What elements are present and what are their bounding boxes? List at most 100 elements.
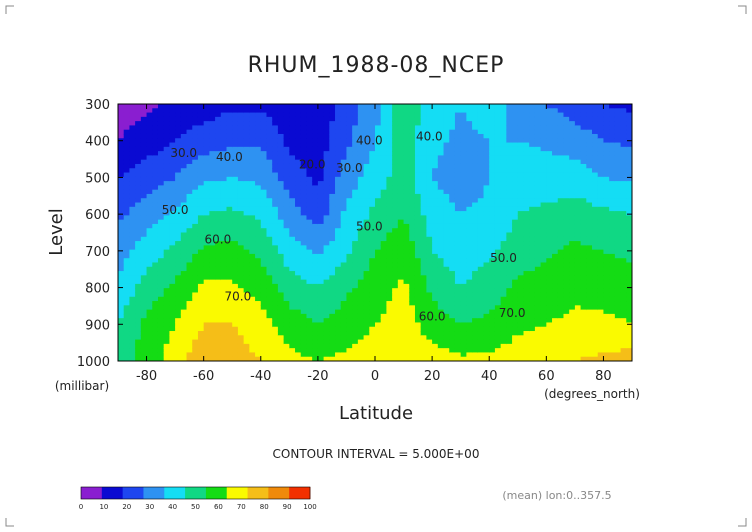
contour-cell bbox=[157, 112, 165, 118]
contour-cell bbox=[540, 348, 547, 354]
contour-cell bbox=[426, 305, 433, 311]
contour-cell bbox=[163, 236, 170, 242]
contour-cell bbox=[449, 112, 456, 118]
contour-cell bbox=[426, 116, 433, 122]
contour-cell bbox=[557, 253, 565, 259]
contour-cell bbox=[375, 318, 382, 324]
contour-cell bbox=[266, 112, 273, 118]
contour-cell bbox=[272, 181, 279, 186]
contour-cell bbox=[118, 223, 125, 229]
contour-cell bbox=[192, 215, 199, 221]
contour-cell bbox=[409, 309, 416, 315]
contour-cell bbox=[414, 266, 422, 272]
contour-cell bbox=[232, 202, 239, 208]
contour-cell bbox=[586, 155, 593, 161]
contour-cell bbox=[574, 168, 582, 174]
contour-cell bbox=[552, 138, 559, 144]
contour-cell bbox=[414, 163, 422, 169]
contour-cell bbox=[237, 283, 245, 289]
contour-cell bbox=[169, 262, 176, 268]
contour-cell bbox=[323, 198, 330, 204]
contour-cell bbox=[118, 176, 125, 182]
contour-cell bbox=[340, 176, 348, 182]
contour-cell bbox=[363, 223, 370, 229]
contour-cell bbox=[414, 108, 422, 114]
contour-cell bbox=[323, 151, 330, 156]
contour-cell bbox=[454, 283, 462, 289]
contour-cell bbox=[283, 313, 290, 319]
contour-cell bbox=[494, 108, 502, 114]
contour-cell bbox=[454, 125, 462, 131]
contour-cell bbox=[432, 305, 439, 311]
contour-cell bbox=[283, 326, 290, 332]
contour-cell bbox=[443, 151, 450, 156]
contour-cell bbox=[552, 211, 559, 216]
contour-cell bbox=[369, 283, 376, 289]
contour-cell bbox=[426, 198, 433, 204]
contour-cell bbox=[146, 301, 153, 306]
contour-cell bbox=[357, 288, 365, 294]
contour-cell bbox=[237, 159, 245, 165]
contour-cell bbox=[255, 193, 262, 199]
contour-cell bbox=[249, 202, 256, 208]
contour-cell bbox=[540, 172, 547, 178]
contour-cell bbox=[152, 189, 159, 195]
contour-cell bbox=[569, 262, 576, 268]
contour-cell bbox=[460, 352, 467, 358]
contour-cell bbox=[397, 206, 405, 212]
contour-cell bbox=[517, 219, 525, 225]
contour-cell bbox=[454, 172, 462, 178]
contour-cell bbox=[409, 142, 416, 148]
contour-cell bbox=[118, 271, 125, 276]
contour-cell bbox=[220, 125, 228, 131]
contour-cell bbox=[569, 356, 576, 361]
contour-cell bbox=[118, 236, 125, 242]
contour-cell bbox=[260, 181, 268, 186]
contour-cell bbox=[335, 125, 342, 131]
contour-cell bbox=[500, 176, 507, 182]
contour-cell bbox=[563, 249, 570, 255]
contour-cell bbox=[380, 146, 388, 152]
contour-cell bbox=[255, 266, 262, 272]
contour-cell bbox=[272, 151, 279, 156]
contour-cell bbox=[580, 335, 587, 341]
contour-cell bbox=[483, 348, 490, 354]
contour-cell bbox=[197, 215, 205, 221]
contour-cell bbox=[135, 339, 142, 345]
contour-cell bbox=[209, 112, 216, 118]
contour-cell bbox=[529, 339, 536, 345]
contour-cell bbox=[163, 339, 170, 345]
contour-cell bbox=[283, 343, 290, 349]
contour-cell bbox=[494, 193, 502, 199]
contour-cell bbox=[272, 108, 279, 114]
contour-cell bbox=[243, 121, 250, 127]
contour-cell bbox=[203, 266, 210, 272]
contour-cell bbox=[272, 249, 279, 255]
contour-cell bbox=[489, 198, 496, 204]
contour-cell bbox=[260, 151, 268, 156]
contour-cell bbox=[489, 331, 496, 336]
contour-cell bbox=[557, 283, 565, 289]
contour-cell bbox=[369, 275, 376, 281]
contour-cell bbox=[517, 232, 525, 238]
contour-cell bbox=[203, 283, 210, 289]
contour-cell bbox=[192, 283, 199, 289]
contour-cell bbox=[466, 322, 473, 328]
contour-cell bbox=[512, 348, 519, 354]
contour-cell bbox=[380, 168, 388, 174]
contour-cell bbox=[540, 266, 547, 272]
contour-cell bbox=[449, 104, 456, 109]
contour-cell bbox=[186, 112, 193, 118]
contour-cell bbox=[477, 198, 485, 204]
contour-cell bbox=[215, 301, 222, 306]
contour-cell bbox=[277, 331, 285, 336]
contour-cell bbox=[500, 198, 507, 204]
contour-cell bbox=[529, 301, 536, 306]
contour-cell bbox=[323, 348, 330, 354]
contour-cell bbox=[192, 258, 199, 264]
contour-cell bbox=[420, 249, 427, 255]
contour-cell bbox=[580, 155, 587, 161]
contour-cell bbox=[409, 193, 416, 199]
contour-cell bbox=[380, 176, 388, 182]
contour-cell bbox=[169, 159, 176, 165]
